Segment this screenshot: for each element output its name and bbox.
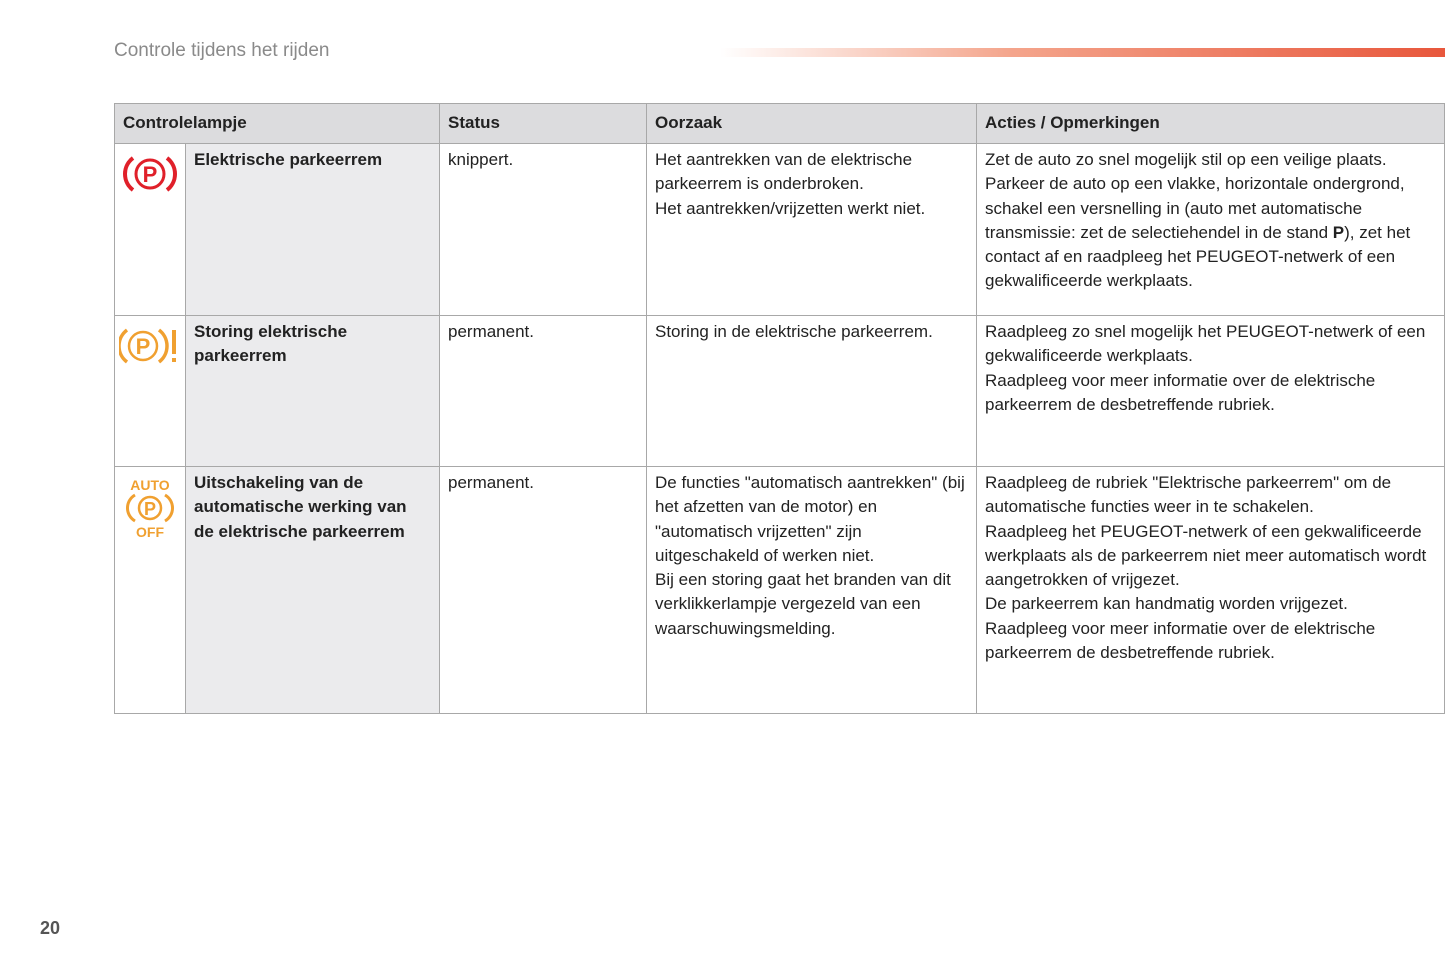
table-row: P Elektrische parkeerrem knippert. Het a… bbox=[114, 143, 1445, 316]
table-row: AUTO P OFF Uitschakeling van de automatisc… bbox=[114, 466, 1445, 714]
actions: Zet de auto zo snel mogelijk stil op een… bbox=[976, 143, 1445, 316]
actions: Raadpleeg zo snel mogelijk het PEUGEOT-n… bbox=[976, 315, 1445, 467]
col-header: Acties / Opmerkingen bbox=[976, 103, 1445, 144]
parking-brake-auto-off-icon: AUTO P OFF bbox=[125, 477, 175, 540]
light-name: Uitschakeling van de automatische werkin… bbox=[185, 466, 440, 714]
parking-brake-fault-orange-icon: P bbox=[117, 328, 176, 364]
parking-brake-red-icon: P bbox=[123, 156, 177, 192]
cause: Het aantrekken van de elektrische parkee… bbox=[646, 143, 977, 316]
page-number: 20 bbox=[40, 918, 61, 938]
table-header: Controlelampje Status Oorzaak Acties / O… bbox=[114, 103, 1445, 144]
col-header: Status bbox=[439, 103, 647, 144]
warning-lights-table: Controlelampje Status Oorzaak Acties / O… bbox=[114, 103, 1445, 714]
svg-text:P: P bbox=[144, 499, 156, 519]
col-header: Oorzaak bbox=[646, 103, 977, 144]
svg-text:P: P bbox=[143, 162, 158, 187]
table-row: P Storing elektrische parkeerrem permane… bbox=[114, 315, 1445, 467]
header-accent-bar bbox=[720, 48, 1445, 57]
col-header: Controlelampje bbox=[114, 103, 440, 144]
actions: Raadpleeg de rubriek "Elektrische parkee… bbox=[976, 466, 1445, 714]
cause: De functies "automatisch aantrekken" (bi… bbox=[646, 466, 977, 714]
status: knippert. bbox=[439, 143, 647, 316]
svg-text:OFF: OFF bbox=[136, 524, 164, 539]
status: permanent. bbox=[439, 315, 647, 467]
svg-text:AUTO: AUTO bbox=[130, 477, 170, 493]
light-name: Elektrische parkeerrem bbox=[185, 143, 440, 316]
status: permanent. bbox=[439, 466, 647, 714]
light-name: Storing elektrische parkeerrem bbox=[185, 315, 440, 467]
svg-text:P: P bbox=[136, 334, 151, 359]
cause: Storing in de elektrische parkeerrem. bbox=[646, 315, 977, 467]
section-title: Controle tijdens het rijden bbox=[114, 40, 330, 61]
